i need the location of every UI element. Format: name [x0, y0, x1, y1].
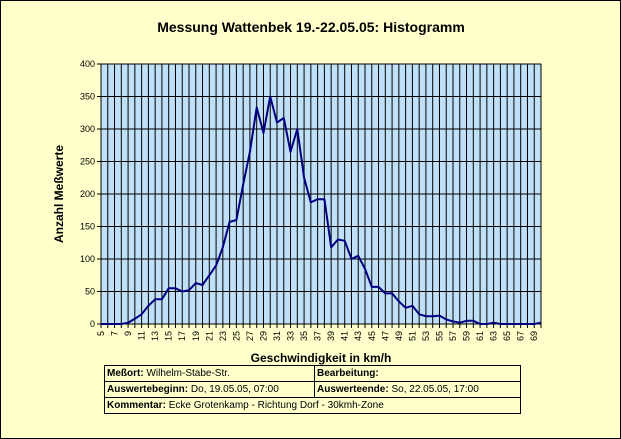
x-axis-label: Geschwindigkeit in km/h: [251, 351, 392, 365]
x-tick-label: 9: [123, 331, 133, 336]
kommentar-value: Ecke Grotenkamp - Richtung Dorf - 30kmh-…: [168, 400, 384, 411]
x-tick-label: 7: [110, 331, 120, 336]
x-tick-label: 35: [299, 331, 309, 341]
x-tick-label: 59: [462, 331, 472, 341]
x-tick-label: 33: [286, 331, 296, 341]
y-tick-label: 50: [85, 287, 95, 297]
y-tick-label: 250: [80, 157, 95, 167]
x-tick-label: 43: [353, 331, 363, 341]
ende-value: So, 22.05.05, 17:00: [391, 384, 479, 395]
x-tick-label: 55: [434, 331, 444, 341]
axes: [97, 63, 542, 328]
x-tick-label: 57: [448, 331, 458, 341]
x-tick-label: 47: [380, 331, 390, 341]
bearbeitung-cell: Bearbeitung:: [314, 365, 521, 382]
y-tick-label: 300: [80, 124, 95, 134]
x-tick-label: 13: [150, 331, 160, 341]
ende-label: Auswerteende:: [317, 384, 389, 395]
x-tick-label: 49: [394, 331, 404, 341]
y-tick-labels: 0 50 100 150 200 250 300 350 400: [80, 59, 95, 329]
x-tick-label: 41: [340, 331, 350, 341]
x-tick-label: 19: [191, 331, 201, 341]
x-tick-label: 69: [529, 331, 539, 341]
y-tick-label: 350: [80, 92, 95, 102]
y-tick-label: 150: [80, 222, 95, 232]
x-tick-label: 29: [258, 331, 268, 341]
grid-lines: [100, 63, 542, 325]
beginn-value: Do, 19.05.05, 07:00: [190, 384, 279, 395]
bearbeitung-label: Bearbeitung:: [317, 368, 379, 379]
kommentar-cell: Kommentar: Ecke Grotenkamp - Richtung Do…: [104, 397, 521, 414]
x-tick-label: 67: [516, 331, 526, 341]
y-tick-label: 200: [80, 189, 95, 199]
y-tick-label: 0: [90, 319, 95, 329]
x-tick-label: 61: [475, 331, 485, 341]
y-tick-label: 400: [80, 59, 95, 69]
x-tick-label: 51: [407, 331, 417, 341]
messort-label: Meßort:: [107, 368, 144, 379]
messort-value: Wilhelm-Stabe-Str.: [146, 368, 230, 379]
messort-cell: Meßort: Wilhelm-Stabe-Str.: [104, 365, 315, 382]
x-tick-label: 11: [137, 331, 147, 340]
ende-cell: Auswerteende: So, 22.05.05, 17:00: [314, 381, 521, 398]
x-tick-label: 15: [164, 331, 174, 341]
x-tick-label: 23: [218, 331, 228, 341]
x-tick-labels: 5 7 9 11 13 15 17 19 21 23 25 27 29 31 33 35 37 39 41 43 45 4…: [96, 331, 539, 341]
y-tick-label: 100: [80, 254, 95, 264]
beginn-cell: Auswertebeginn: Do, 19.05.05, 07:00: [104, 381, 315, 398]
series-line: [101, 95, 542, 325]
x-tick-label: 5: [96, 331, 106, 336]
x-tick-label: 27: [245, 331, 255, 341]
x-tick-label: 17: [177, 331, 187, 341]
info-table: Meßort: Wilhelm-Stabe-Str. Bearbeitung: …: [104, 365, 521, 414]
x-tick-label: 31: [272, 331, 282, 341]
x-tick-label: 21: [204, 331, 214, 341]
x-tick-label: 45: [367, 331, 377, 341]
x-tick-label: 53: [421, 331, 431, 341]
x-tick-label: 63: [489, 331, 499, 341]
chart-title: Messung Wattenbek 19.-22.05.05: Histogra…: [157, 19, 465, 35]
beginn-label: Auswertebeginn:: [107, 384, 189, 395]
x-tick-label: 25: [231, 331, 241, 341]
x-tick-label: 39: [326, 331, 336, 341]
x-tick-label: 65: [502, 331, 512, 341]
y-axis-label: Anzahl Meßwerte: [52, 145, 66, 243]
kommentar-label: Kommentar:: [107, 400, 166, 411]
x-tick-label: 37: [313, 331, 323, 341]
